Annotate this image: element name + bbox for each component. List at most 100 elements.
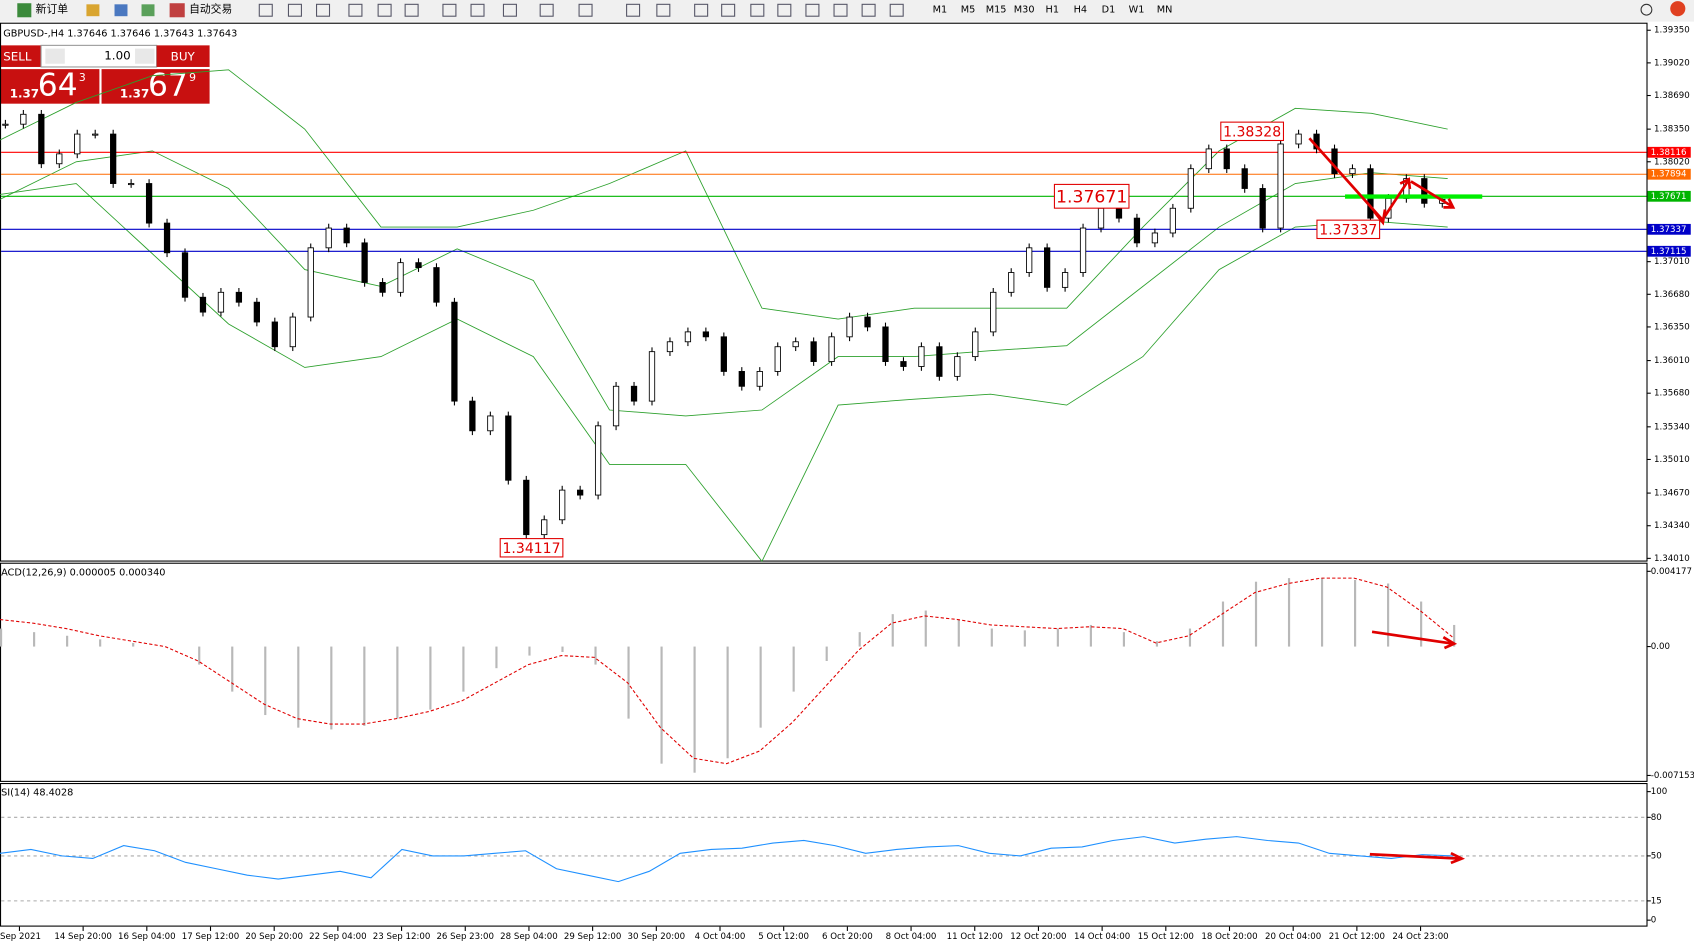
sell-button[interactable] xyxy=(0,45,42,67)
tool-icon[interactable] xyxy=(442,3,457,17)
tool-icon[interactable] xyxy=(404,3,419,17)
toolbar: 新订单 自动交易 M1 M5 M15 M30 H1 H4 D1 W1 MN xyxy=(0,0,1694,22)
macd-bar xyxy=(1254,581,1258,647)
timeframe-button[interactable]: M5 xyxy=(961,5,976,16)
candle xyxy=(828,336,835,362)
time-label: 6 Oct 20:00 xyxy=(822,932,873,942)
macd-bar xyxy=(858,632,861,647)
candle xyxy=(235,291,243,303)
tool-icon[interactable] xyxy=(805,3,820,17)
macd-tick-label: 0.004177 xyxy=(1651,567,1692,577)
candle xyxy=(307,247,314,318)
macd-bar xyxy=(363,646,366,726)
tool-icon[interactable] xyxy=(833,3,848,17)
buy-price-box[interactable] xyxy=(101,69,210,104)
chart-header: GBPUSD-,H4 1.37646 1.37646 1.37643 1.376… xyxy=(3,28,237,39)
macd-bar xyxy=(1387,583,1390,647)
tool-icon[interactable] xyxy=(626,3,641,17)
candle xyxy=(199,296,207,313)
time-label: 20 Oct 04:00 xyxy=(1265,932,1321,942)
tool-icon[interactable] xyxy=(114,4,128,17)
macd-bar xyxy=(66,635,69,647)
search-icon[interactable] xyxy=(1640,3,1653,16)
bollinger-upper xyxy=(0,69,1448,320)
timeframe-button[interactable]: W1 xyxy=(1129,5,1145,16)
tool-icon[interactable] xyxy=(470,3,485,17)
auto-trading-button[interactable]: 自动交易 xyxy=(189,2,232,16)
tool-icon[interactable] xyxy=(656,3,671,17)
macd-bar xyxy=(759,646,762,728)
sell-pips: 64 xyxy=(38,67,78,103)
buy-button[interactable] xyxy=(156,45,210,67)
tool-icon[interactable] xyxy=(502,3,517,17)
candle xyxy=(1223,148,1230,170)
one-click-panel: SELL 1.00 BUY 1.37 64 3 1.37 67 9 xyxy=(0,44,210,104)
time-label: 16 Sep 04:00 xyxy=(118,932,176,942)
timeframe-button[interactable]: M15 xyxy=(986,5,1007,16)
time-label: 21 Oct 12:00 xyxy=(1329,932,1385,942)
auto-trading-icon[interactable] xyxy=(169,3,185,18)
tool-icon[interactable] xyxy=(348,3,363,17)
rsi-header: SI(14) 48.4028 xyxy=(1,788,73,799)
tool-icon[interactable] xyxy=(750,3,765,17)
macd-bar xyxy=(891,614,894,647)
macd-bar xyxy=(1056,628,1059,647)
time-label: 5 Oct 12:00 xyxy=(758,932,809,942)
tool-icon[interactable] xyxy=(889,3,904,17)
main-panel-border xyxy=(0,22,1648,562)
candle xyxy=(1097,207,1105,229)
tool-icon[interactable] xyxy=(777,3,792,17)
candle xyxy=(702,331,710,338)
tool-icon[interactable] xyxy=(694,3,709,17)
macd-bar xyxy=(924,610,927,647)
sell-price-box[interactable] xyxy=(0,69,100,104)
price-tick-label: 1.38350 xyxy=(1654,125,1690,135)
tool-icon[interactable] xyxy=(721,3,736,17)
macd-bar xyxy=(198,646,201,665)
macd-bar xyxy=(1320,578,1324,647)
new-order-button[interactable]: 新订单 xyxy=(36,2,69,16)
tool-icon[interactable] xyxy=(86,4,100,17)
candle xyxy=(74,133,81,155)
timeframe-button[interactable]: D1 xyxy=(1102,5,1116,16)
lot-down[interactable] xyxy=(45,48,65,64)
price-tick-label: 1.36350 xyxy=(1654,322,1690,332)
time-label: 12 Oct 20:00 xyxy=(1010,932,1066,942)
price-tick-label: 1.34010 xyxy=(1654,554,1690,564)
drawn-objects xyxy=(1308,137,1483,865)
candle xyxy=(810,341,817,362)
candle xyxy=(1115,207,1123,219)
timeframe-button[interactable]: H1 xyxy=(1046,5,1060,16)
level-tag-label: 1.37115 xyxy=(1651,247,1687,257)
tool-icon[interactable] xyxy=(578,3,593,17)
new-order-icon[interactable] xyxy=(17,3,32,18)
candle xyxy=(181,252,189,298)
tool-icon[interactable] xyxy=(539,3,554,17)
candle xyxy=(415,262,422,269)
price-tick-label: 1.35340 xyxy=(1654,422,1690,432)
tool-icon[interactable] xyxy=(141,4,155,17)
macd-bar xyxy=(1287,578,1291,647)
time-label: 14 Oct 04:00 xyxy=(1074,932,1130,942)
price-tick-label: 1.39350 xyxy=(1654,26,1690,36)
arrow xyxy=(1308,137,1387,226)
candle xyxy=(217,291,225,313)
level-tag-label: 1.37894 xyxy=(1651,170,1687,180)
timeframe-button[interactable]: M30 xyxy=(1014,5,1035,16)
lot-up[interactable] xyxy=(135,48,155,64)
time-label: 24 Oct 23:00 xyxy=(1392,932,1448,942)
candle xyxy=(271,321,278,348)
timeframe-button[interactable]: H4 xyxy=(1074,5,1088,16)
tool-icon[interactable] xyxy=(316,3,331,17)
candle xyxy=(1044,247,1051,288)
macd-bar xyxy=(1155,641,1159,647)
tool-icon[interactable] xyxy=(258,3,273,17)
notification-icon[interactable] xyxy=(1670,1,1686,17)
tool-icon[interactable] xyxy=(377,3,392,17)
tool-icon[interactable] xyxy=(861,3,876,17)
timeframe-button[interactable]: M1 xyxy=(933,5,948,16)
tool-icon[interactable] xyxy=(287,3,302,17)
macd-signal xyxy=(0,577,1454,765)
timeframe-button[interactable]: MN xyxy=(1157,5,1173,16)
price-annotation-box xyxy=(1220,121,1285,142)
